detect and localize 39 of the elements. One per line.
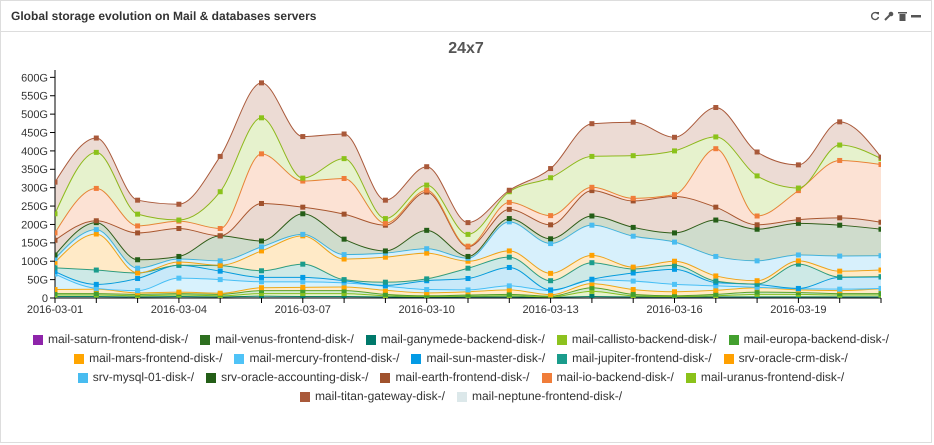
legend-label: mail-neptune-frontend-disk-/: [470, 388, 622, 405]
legend-label: mail-callisto-backend-disk-/: [570, 331, 717, 348]
legend-label: mail-uranus-frontend-disk-/: [700, 369, 844, 386]
x-tick-label: 2016-03-16: [646, 304, 703, 316]
y-tick-label: 350G: [21, 164, 48, 176]
legend-label: mail-sun-master-disk-/: [425, 350, 546, 367]
legend-label: mail-mercury-frontend-disk-/: [248, 350, 400, 367]
y-tick-label: 150G: [21, 238, 48, 250]
x-tick-label: 2016-03-07: [274, 304, 331, 316]
legend-label: srv-oracle-crm-disk-/: [738, 350, 848, 367]
legend-label: mail-earth-frontend-disk-/: [394, 369, 530, 386]
legend-label: mail-mars-frontend-disk-/: [88, 350, 222, 367]
legend-label: mail-io-backend-disk-/: [556, 369, 674, 386]
y-tick-label: 100G: [21, 256, 48, 268]
y-tick-label: 200G: [21, 219, 48, 232]
legend-label: mail-jupiter-frontend-disk-/: [571, 350, 712, 367]
legend-label: srv-oracle-accounting-disk-/: [220, 369, 368, 386]
x-tick-label: 2016-03-01: [26, 304, 84, 316]
x-tick-label: 2016-03-13: [522, 304, 579, 316]
chart-title: Global storage evolution on Mail & databases servers: [11, 9, 316, 23]
x-tick-label: 2016-03-04: [150, 304, 208, 316]
legend-label: mail-europa-backend-disk-/: [742, 331, 889, 348]
legend-label: mail-venus-frontend-disk-/: [214, 331, 354, 348]
y-tick-label: 400G: [21, 146, 48, 158]
x-tick-label: 2016-03-19: [770, 304, 827, 316]
y-tick-label: 600G: [21, 72, 48, 84]
y-tick-label: 500G: [21, 109, 48, 122]
x-tick-label: 2016-03-10: [398, 304, 455, 316]
y-tick-label: 300G: [21, 182, 48, 195]
chart-subtitle: 24x7: [447, 40, 485, 58]
legend-label: mail-saturn-frontend-disk-/: [47, 331, 188, 348]
y-tick-label: 0: [42, 292, 48, 305]
legend-label: mail-titan-gateway-disk-/: [314, 388, 445, 405]
y-tick-label: 450G: [21, 127, 48, 140]
y-tick-label: 250G: [21, 200, 48, 213]
legend-label: mail-ganymede-backend-disk-/: [380, 331, 545, 348]
y-tick-label: 550G: [21, 90, 48, 103]
y-tick-label: 50G: [27, 274, 48, 287]
legend-label: srv-mysql-01-disk-/: [92, 369, 194, 386]
